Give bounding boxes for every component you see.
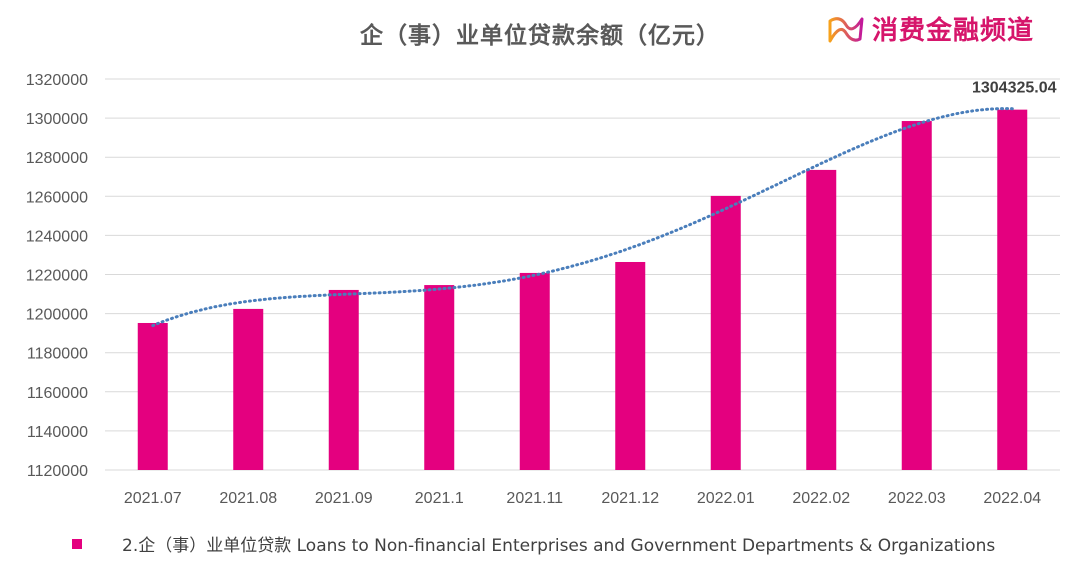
bar-2021.08 bbox=[233, 308, 264, 470]
legend-swatch bbox=[72, 538, 82, 549]
y-tick-label: 1180000 bbox=[27, 346, 88, 363]
bar-2022.02 bbox=[806, 169, 837, 470]
bar-2021.11 bbox=[519, 272, 550, 470]
x-tick-label: 2022.02 bbox=[792, 490, 850, 507]
x-tick-label: 2021.08 bbox=[219, 490, 277, 507]
x-tick-label: 2022.04 bbox=[983, 490, 1041, 507]
data-label: 1304325.04 bbox=[972, 80, 1057, 97]
y-tick-label: 1220000 bbox=[26, 268, 88, 285]
y-tick-label: 1200000 bbox=[26, 307, 88, 324]
y-tick-label: 1120000 bbox=[27, 463, 88, 480]
y-tick-label: 1320000 bbox=[26, 72, 88, 89]
x-tick-label: 2021.09 bbox=[315, 490, 373, 507]
legend-label: 2.企（事）业单位贷款 Loans to Non-financial Enter… bbox=[122, 536, 996, 556]
trendline bbox=[151, 107, 1014, 328]
bar-2021.12 bbox=[615, 261, 646, 470]
x-tick-label: 2021.07 bbox=[124, 490, 182, 507]
bar-2021.09 bbox=[328, 289, 359, 470]
y-tick-label: 1280000 bbox=[26, 150, 88, 167]
bar-2022.01 bbox=[710, 195, 741, 470]
logo-ribbon-icon bbox=[828, 16, 864, 42]
y-tick-label: 1260000 bbox=[26, 189, 88, 206]
y-tick-label: 1300000 bbox=[26, 111, 88, 128]
chart-title: 企（事）业单位贷款余额（亿元） bbox=[360, 23, 720, 49]
x-tick-label: 2022.03 bbox=[888, 490, 946, 507]
x-tick-label: 2021.12 bbox=[601, 490, 659, 507]
logo: 消费金融频道 bbox=[826, 10, 1034, 47]
y-tick-label: 1240000 bbox=[26, 228, 88, 245]
bar-2021.1 bbox=[424, 285, 455, 470]
bar-2022.03 bbox=[901, 121, 932, 470]
y-tick-label: 1140000 bbox=[27, 424, 88, 441]
x-tick-label: 2021.1 bbox=[415, 490, 464, 507]
x-tick-label: 2022.01 bbox=[697, 490, 755, 507]
bar-2021.07 bbox=[137, 322, 168, 470]
logo-text: 消费金融频道 bbox=[872, 16, 1035, 46]
bar-2022.04 bbox=[997, 109, 1028, 471]
legend: 2.企（事）业单位贷款 Loans to Non-financial Enter… bbox=[72, 531, 995, 556]
x-tick-label: 2021.11 bbox=[506, 490, 563, 507]
y-tick-label: 1160000 bbox=[27, 385, 88, 402]
